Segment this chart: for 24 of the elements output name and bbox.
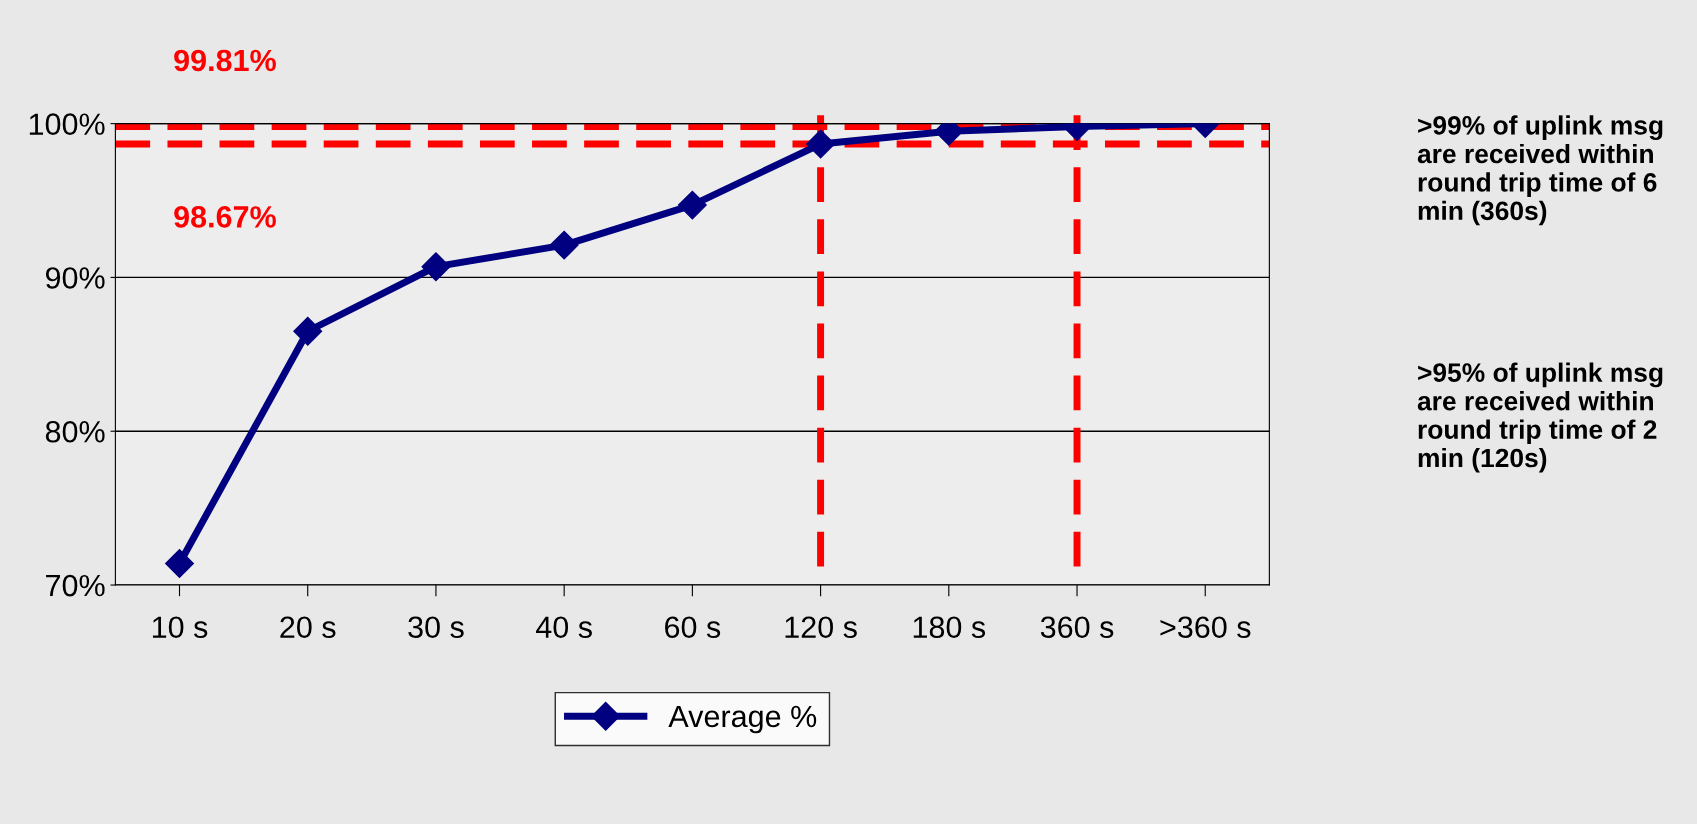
x-tick-label: 120 s: [785, 616, 857, 639]
x-tick-label: 60 s: [665, 616, 721, 639]
ref-line-label: 98.67%: [174, 206, 276, 228]
point: [677, 190, 707, 220]
text: >99% of uplink msg are received within round trip time of 6 min (360s): [1417, 115, 1663, 226]
point: [806, 129, 836, 159]
y-tick-label: 80%: [45, 420, 105, 443]
x-tick-label: 30 s: [408, 616, 464, 639]
legend-label: Average %: [668, 705, 817, 734]
x-tick-label: 20 s: [280, 616, 336, 639]
y-tick-label: 70%: [46, 574, 105, 597]
x-tick-label: 180 s: [913, 616, 986, 639]
point: [421, 252, 451, 282]
point: [165, 549, 194, 578]
y-tick-label: 100%: [29, 113, 105, 135]
point: [293, 316, 323, 346]
x-tick-label: 10 s: [152, 616, 208, 639]
ref-line-label: 99.81%: [174, 49, 276, 72]
x-tick-label: 360 s: [1040, 616, 1114, 639]
text: >95% of uplink msg are received within round trip time of 2 min (120s): [1417, 362, 1663, 473]
x-tick-label: >360 s: [1160, 616, 1251, 639]
y-tick-label: 90%: [45, 267, 105, 289]
point: [549, 230, 579, 260]
x-tick-label: 40 s: [535, 616, 592, 639]
